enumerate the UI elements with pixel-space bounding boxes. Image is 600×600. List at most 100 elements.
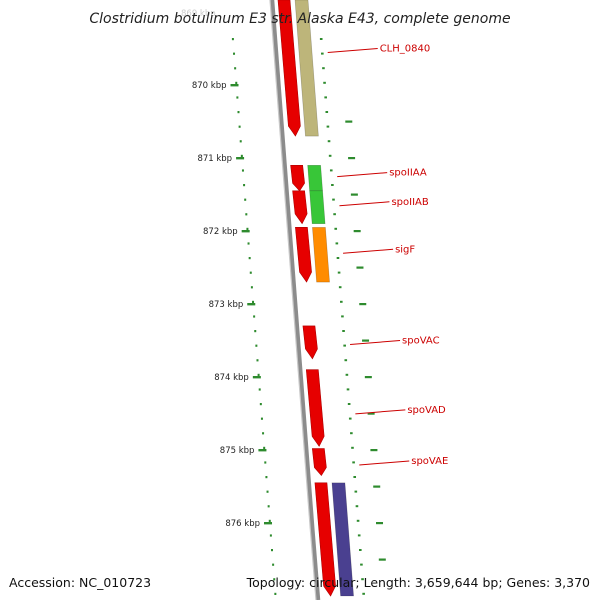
inner-tick-dot [257, 373, 260, 376]
scale-tick-mark [247, 303, 256, 306]
gene-label: spoVAE [411, 456, 448, 467]
inner-tick-dot [267, 505, 270, 508]
inner-tick-dot [240, 154, 243, 157]
inner-tick-dot [248, 257, 251, 260]
outer-tick-dot [332, 198, 335, 201]
gene-label-leader [337, 172, 388, 178]
outer-tick-dot [350, 432, 353, 435]
outer-scale-tick [376, 522, 384, 525]
inner-tick-dot [238, 125, 241, 128]
gene-label: spoIIAB [391, 197, 428, 208]
outer-scale-tick [350, 193, 358, 196]
outer-tick-dot [355, 505, 359, 508]
outer-tick-dot [344, 359, 348, 362]
outer-tick-dot [352, 461, 355, 464]
scale-tick-mark [258, 449, 267, 452]
inner-tick-dot [262, 432, 265, 435]
scale-tick-label: 871 kbp [197, 154, 232, 164]
inner-tick-dot [255, 344, 258, 347]
inner-tick-dot [269, 534, 272, 537]
scale-tick-mark [236, 157, 245, 160]
inner-tick-dot [273, 578, 276, 581]
inner-tick-dot [234, 67, 237, 70]
outer-tick-dot [362, 592, 365, 595]
gene-block-purple [331, 482, 354, 597]
cds-1-arrow [277, 0, 301, 137]
outer-tick-dot [324, 96, 327, 99]
outer-tick-dot [348, 417, 352, 420]
inner-tick-dot [259, 403, 262, 406]
gene-block-olive [294, 0, 319, 137]
inner-tick-dot [263, 446, 266, 449]
outer-tick-dot [357, 534, 361, 537]
outer-scale-tick [359, 303, 367, 306]
inner-tick-dot [249, 271, 252, 274]
gene-label: spoVAC [402, 336, 440, 347]
outer-tick-dot [347, 403, 351, 405]
backbone-highlight [269, 0, 317, 600]
outer-tick-dot [326, 125, 330, 128]
inner-tick-dot [274, 592, 277, 595]
gene-label-leader [327, 48, 378, 53]
outer-scale-tick [356, 266, 364, 269]
gene-label: CLH_0840 [380, 44, 431, 55]
outer-tick-dot [354, 490, 358, 493]
outer-scale-tick [362, 339, 370, 342]
outer-tick-dot [346, 388, 350, 391]
outer-tick-dot [323, 81, 326, 84]
inner-tick-dot [270, 549, 273, 552]
inner-tick-dot [243, 184, 246, 187]
outer-scale-tick [345, 120, 353, 123]
inner-tick-dot [246, 227, 249, 230]
inner-tick-dot [260, 417, 263, 420]
cds-track [277, 0, 336, 597]
outer-scale-tick [348, 157, 356, 160]
gene-track [294, 0, 354, 597]
inner-tick-dot [268, 519, 271, 522]
outer-scale-tick [353, 230, 361, 233]
inner-tick-dot [265, 476, 268, 479]
outer-tick-dot [340, 300, 343, 303]
outer-tick-dot [338, 286, 342, 289]
inner-tick-dot [236, 96, 239, 99]
outer-scale-tick [378, 558, 386, 561]
gene-label-leader [359, 460, 410, 466]
inner-tick-dot [264, 461, 267, 464]
cds-3-arrow [292, 190, 308, 225]
outer-tick-dot [360, 563, 363, 566]
gene-label-leader [355, 409, 406, 415]
cds-2-arrow [290, 165, 305, 192]
outer-tick-dot [325, 111, 329, 113]
inner-tick-dot [244, 198, 247, 201]
outer-tick-dot [337, 271, 341, 274]
cds-4-arrow [295, 227, 312, 283]
outer-tick-dot [336, 257, 340, 259]
tick-dot-tracks [231, 38, 365, 595]
outer-scale-tick [367, 412, 375, 415]
inner-tick-dot [245, 213, 248, 216]
scale-tick-mark [230, 84, 239, 87]
inner-tick-dot [250, 286, 253, 289]
outer-tick-dot [353, 476, 357, 478]
scale-tick-mark [264, 522, 273, 525]
inner-tick-dot [252, 300, 255, 303]
gene-label-leader [343, 248, 394, 254]
outer-tick-dot [335, 242, 339, 245]
accession-text: Accession: NC_010723 [9, 575, 152, 590]
gene-block-green-2 [309, 190, 326, 224]
outer-tick-dot [358, 549, 362, 551]
outer-scale-tick [364, 376, 372, 379]
outer-tick-dot [334, 227, 338, 230]
inner-tick-dot [272, 563, 275, 566]
faded-top-tick-label: 869 kbp [181, 9, 216, 19]
inner-tick-dot [239, 140, 242, 143]
scale-tick-label: 870 kbp [192, 81, 227, 91]
outer-tick-dot [342, 330, 345, 332]
outer-tick-dot [341, 315, 344, 318]
outer-tick-dot [328, 154, 332, 157]
outer-tick-dot [351, 446, 354, 449]
inner-tick-dot [233, 52, 236, 55]
gene-labels: CLH_0840 spoIIAA spoIIAB sigF spoVAC spoVAD sp… [327, 44, 448, 467]
